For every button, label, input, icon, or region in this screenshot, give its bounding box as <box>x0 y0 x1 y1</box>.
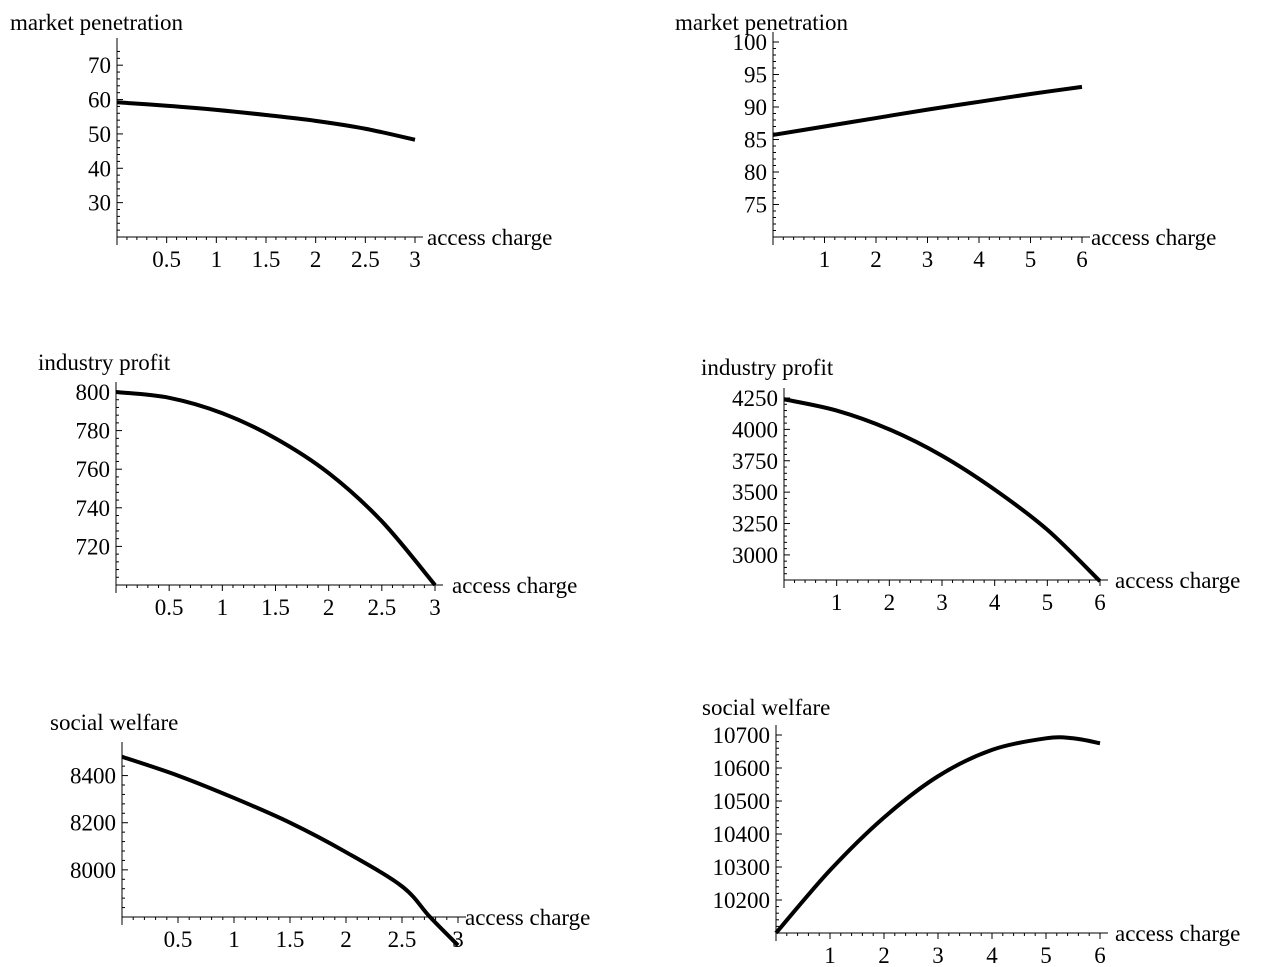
x-axis-label: access charge <box>465 905 590 930</box>
y-tick-label: 10500 <box>713 789 771 814</box>
chart-panel-5: 0.5 1 1.5 2 2.5 3 8000 8200 8400 social welfare ac… <box>50 710 590 952</box>
x-tick-label: 2.5 <box>351 247 380 272</box>
x-tick-label: 2 <box>340 927 352 952</box>
x-axis-label: access charge <box>452 573 577 598</box>
y-tick-label: 100 <box>733 30 768 55</box>
x-tick-label: 1 <box>819 247 831 272</box>
x-tick-label: 4 <box>989 590 1001 615</box>
x-tick-label: 3 <box>936 590 948 615</box>
chart-panel-3: 0.5 1 1.5 2 2.5 3 720 740 760 780 800 industry prof… <box>38 350 577 620</box>
y-tick-label: 800 <box>76 380 111 405</box>
x-tick-label: 2 <box>310 247 322 272</box>
x-tick-label: 6 <box>1094 590 1106 615</box>
y-tick-label: 3250 <box>732 512 778 537</box>
x-tick-label: 5 <box>1025 247 1037 272</box>
y-tick-label: 85 <box>744 128 767 153</box>
x-tick-label: 2.5 <box>367 595 396 620</box>
x-axis-label: access charge <box>1091 225 1216 250</box>
y-tick-label: 3000 <box>732 543 778 568</box>
chart-panel-6: 1 2 3 4 5 6 10200 10300 10400 10500 10600 10700 soci… <box>702 695 1240 967</box>
x-axis-label: access charge <box>1115 921 1240 946</box>
x-tick-label: 2 <box>878 943 890 967</box>
x-tick-label: 4 <box>973 247 985 272</box>
y-tick-label: 8200 <box>70 811 116 836</box>
y-axis-label: market penetration <box>675 10 849 35</box>
x-tick-label: 5 <box>1042 590 1054 615</box>
y-tick-label: 8400 <box>70 764 116 789</box>
x-tick-label: 0.5 <box>164 927 193 952</box>
x-tick-label: 0.5 <box>152 247 181 272</box>
x-tick-label: 6 <box>1094 943 1106 967</box>
y-tick-label: 740 <box>76 496 111 521</box>
y-tick-label: 4000 <box>732 417 778 442</box>
x-tick-label: 1 <box>211 247 223 272</box>
y-tick-label: 30 <box>88 191 111 216</box>
x-tick-label: 4 <box>986 943 998 967</box>
y-tick-label: 40 <box>88 156 111 181</box>
y-tick-label: 90 <box>744 95 767 120</box>
y-tick-label: 60 <box>88 88 111 113</box>
x-tick-label: 3 <box>452 927 464 952</box>
x-tick-label: 1.5 <box>252 247 281 272</box>
y-axis-label: industry profit <box>38 350 171 375</box>
x-tick-label: 1.5 <box>276 927 305 952</box>
y-tick-label: 720 <box>76 534 111 559</box>
x-tick-label: 3 <box>429 595 441 620</box>
series-line <box>772 84 1083 137</box>
x-tick-label: 2.5 <box>388 927 417 952</box>
series-line <box>783 397 1102 583</box>
x-tick-label: 0.5 <box>155 595 184 620</box>
y-tick-label: 10600 <box>713 756 771 781</box>
y-tick-label: 75 <box>744 193 767 218</box>
y-tick-label: 80 <box>744 160 767 185</box>
series-line <box>121 754 460 947</box>
y-axis-label: market penetration <box>10 10 184 35</box>
y-tick-label: 50 <box>88 122 111 147</box>
y-tick-label: 3750 <box>732 449 778 474</box>
x-tick-label: 2 <box>884 590 896 615</box>
x-axis-label: access charge <box>1115 568 1240 593</box>
x-tick-label: 1 <box>217 595 229 620</box>
y-tick-label: 3500 <box>732 480 778 505</box>
x-tick-label: 2 <box>870 247 882 272</box>
x-axis-label: access charge <box>427 225 552 250</box>
y-axis-label: industry profit <box>701 355 834 380</box>
x-tick-label: 5 <box>1040 943 1052 967</box>
y-tick-label: 70 <box>88 53 111 78</box>
x-tick-label: 6 <box>1076 247 1088 272</box>
y-tick-label: 10700 <box>713 723 771 748</box>
y-tick-label: 780 <box>76 419 111 444</box>
y-tick-label: 10300 <box>713 855 771 880</box>
y-tick-label: 4250 <box>732 386 778 411</box>
series-line <box>774 735 1101 935</box>
chart-panel-1: 0.5 1 1.5 2 2.5 3 30 40 50 60 70 market penetration… <box>10 10 552 272</box>
chart-panel-4: 1 2 3 4 5 6 3000 3250 3500 3750 4000 4250 industry p… <box>701 355 1240 615</box>
y-axis-label: social welfare <box>50 710 178 735</box>
x-tick-label: 3 <box>932 943 944 967</box>
x-tick-label: 2 <box>323 595 335 620</box>
y-tick-label: 8000 <box>70 858 116 883</box>
x-tick-label: 1 <box>831 590 843 615</box>
x-tick-label: 1.5 <box>261 595 290 620</box>
series-line <box>115 390 437 587</box>
x-tick-label: 3 <box>409 247 421 272</box>
series-line <box>116 100 416 142</box>
y-tick-label: 10200 <box>713 888 771 913</box>
x-tick-label: 3 <box>922 247 934 272</box>
y-axis-label: social welfare <box>702 695 830 720</box>
x-tick-label: 1 <box>228 927 240 952</box>
y-tick-label: 760 <box>76 457 111 482</box>
y-tick-label: 10400 <box>713 822 771 847</box>
x-tick-label: 1 <box>824 943 836 967</box>
y-tick-label: 95 <box>744 63 767 88</box>
